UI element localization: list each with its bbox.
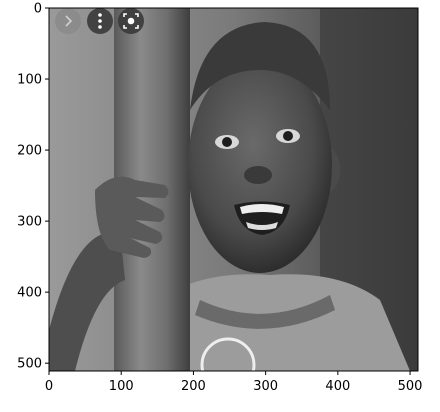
chevron-right-button[interactable] [55,8,81,34]
x-tick-label: 0 [45,379,53,394]
more-options-button[interactable] [87,8,113,34]
y-tick-label: 300 [17,215,42,230]
x-tick-label: 500 [398,379,423,394]
more-vertical-icon [98,13,102,29]
y-tick-label: 0 [34,2,42,17]
lens-scan-button[interactable] [118,8,144,34]
chevron-right-icon [65,15,73,27]
y-tick-label: 100 [17,73,42,88]
lens-scan-icon [123,13,139,29]
y-tick-label: 200 [17,144,42,159]
photo-image [49,8,418,371]
axes-frame [48,7,419,372]
x-tick-label: 200 [181,379,206,394]
x-tick-label: 400 [325,379,350,394]
x-tick-label: 300 [253,379,278,394]
y-axis: 0 100 200 300 400 500 [17,2,49,372]
x-axis: 0 100 200 300 400 500 [45,371,423,394]
x-tick-label: 100 [109,379,134,394]
y-tick-label: 500 [17,357,42,372]
y-tick-label: 400 [17,286,42,301]
